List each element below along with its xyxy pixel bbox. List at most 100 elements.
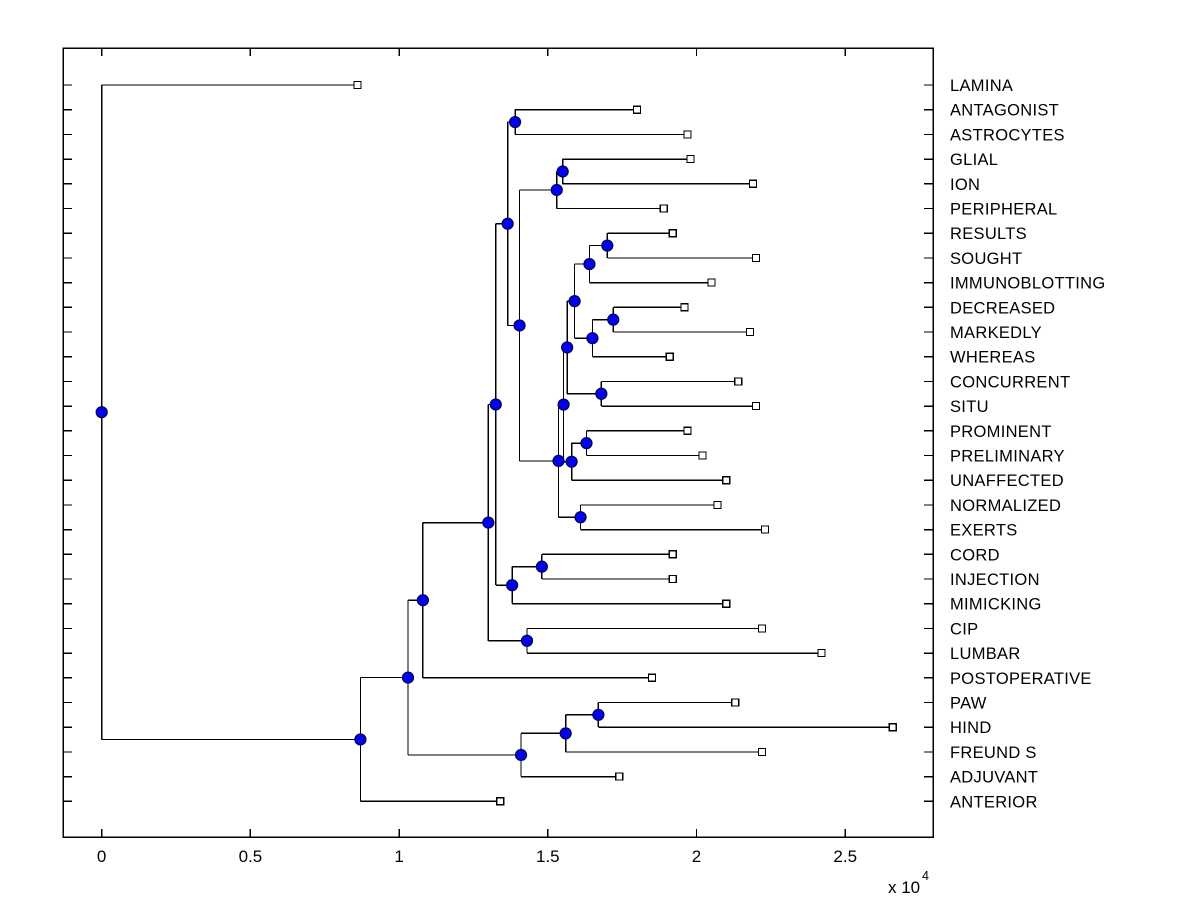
leaf-marker-glial[interactable]: [686, 155, 695, 164]
leaf-marker-lamina[interactable]: [353, 80, 362, 90]
x-tick-label-1: 1: [394, 847, 403, 866]
node-marker-cip-lumbar[interactable]: [520, 634, 534, 647]
leaf-label-decreased: DECREASED: [950, 299, 1055, 317]
leaf-marker-paw[interactable]: [731, 698, 740, 707]
node-marker-cord-mimicking[interactable]: [506, 579, 519, 592]
x-tick-label-2: 2: [692, 847, 701, 866]
node-marker-decreased-whereas[interactable]: [586, 332, 599, 345]
node-marker-paw-adjuvant[interactable]: [514, 748, 528, 762]
leaf-marker-injection[interactable]: [668, 574, 677, 584]
node-marker-antagonist-exerts[interactable]: [501, 217, 514, 230]
node-marker-paw-hind[interactable]: [592, 708, 605, 721]
leaf-marker-peripheral[interactable]: [659, 204, 668, 213]
leaf-marker-cip[interactable]: [757, 624, 767, 633]
node-marker-prominent-preliminary[interactable]: [580, 437, 593, 450]
leaf-label-exerts: EXERTS: [950, 522, 1018, 540]
leaf-label-markedly: MARKEDLY: [950, 324, 1042, 342]
leaf-marker-freund-s[interactable]: [757, 747, 767, 757]
leaf-marker-immunoblotting[interactable]: [707, 278, 716, 287]
leaf-marker-lumbar[interactable]: [817, 648, 826, 658]
leaf-marker-results[interactable]: [668, 229, 677, 238]
leaf-marker-exerts[interactable]: [760, 525, 770, 534]
leaf-marker-cord[interactable]: [668, 550, 677, 559]
node-marker-normalized-exerts[interactable]: [574, 511, 587, 524]
leaf-label-concurrent: CONCURRENT: [950, 373, 1070, 391]
axes-box: [62, 47, 934, 838]
leaf-label-freund-s: FREUND S: [950, 744, 1037, 762]
leaf-label-mimicking: MIMICKING: [950, 596, 1042, 614]
leaf-label-adjuvant: ADJUVANT: [950, 769, 1038, 787]
node-marker-glial-peripheral[interactable]: [550, 183, 563, 197]
node-marker-antagonist-astrocytes[interactable]: [509, 115, 522, 129]
node-marker-antagonist-anterior[interactable]: [354, 733, 367, 746]
leaf-marker-whereas[interactable]: [665, 352, 674, 361]
leaf-label-ion: ION: [950, 176, 980, 194]
leaf-label-results: RESULTS: [950, 225, 1027, 243]
x-tick-label-1-5: 1.5: [536, 847, 560, 866]
leaf-label-anterior: ANTERIOR: [950, 793, 1038, 811]
leaf-label-astrocytes: ASTROCYTES: [950, 126, 1065, 144]
leaf-marker-decreased[interactable]: [680, 303, 689, 312]
node-marker-results-immunoblotting[interactable]: [583, 257, 596, 271]
node-marker-antagonist-mimicking[interactable]: [489, 398, 502, 411]
leaf-marker-hind[interactable]: [888, 723, 897, 732]
leaf-marker-astrocytes[interactable]: [683, 130, 692, 139]
node-marker-decreased-markedly[interactable]: [607, 313, 620, 326]
node-marker-antagonist-adjuvant[interactable]: [401, 671, 415, 684]
node-marker-paw-freunds[interactable]: [559, 727, 572, 740]
leaf-marker-adjuvant[interactable]: [615, 772, 624, 781]
leaf-label-cord: CORD: [950, 546, 1000, 564]
x-tick-label-0: 0: [97, 847, 106, 866]
leaf-label-antagonist: ANTAGONIST: [950, 102, 1059, 120]
leaf-label-postoperative: POSTOPERATIVE: [950, 670, 1092, 688]
leaf-marker-situ[interactable]: [751, 402, 761, 411]
leaf-marker-sought[interactable]: [751, 253, 761, 262]
leaf-label-lumbar: LUMBAR: [950, 645, 1021, 663]
x-tick-label-0-5: 0.5: [239, 847, 263, 866]
leaf-marker-postoperative[interactable]: [647, 673, 657, 682]
leaf-marker-concurrent[interactable]: [734, 377, 743, 386]
leaf-marker-mimicking[interactable]: [722, 599, 731, 608]
leaf-label-preliminary: PRELIMINARY: [950, 448, 1065, 466]
leaf-marker-anterior[interactable]: [496, 797, 505, 806]
leaf-marker-antagonist[interactable]: [632, 105, 642, 114]
leaf-marker-unaffected[interactable]: [722, 476, 731, 485]
leaf-marker-markedly[interactable]: [745, 327, 755, 337]
leaf-label-paw: PAW: [950, 695, 987, 713]
leaf-label-peripheral: PERIPHERAL: [950, 201, 1058, 219]
node-marker-results-whereas[interactable]: [568, 295, 581, 308]
leaf-label-glial: GLIAL: [950, 151, 998, 169]
x-axis-scale-label: x 10: [888, 878, 920, 897]
node-marker-antagonist-lumbar[interactable]: [482, 516, 495, 529]
node-marker-results-situ[interactable]: [561, 341, 574, 354]
node-marker-antagonist-postoperative[interactable]: [416, 594, 429, 607]
leaf-marker-preliminary[interactable]: [698, 451, 707, 460]
leaf-label-cip: CIP: [950, 620, 978, 638]
leaf-label-injection: INJECTION: [950, 571, 1040, 589]
leaf-label-unaffected: UNAFFECTED: [950, 472, 1064, 490]
leaf-label-sought: SOUGHT: [950, 250, 1022, 268]
leaf-marker-normalized[interactable]: [713, 500, 722, 509]
leaf-label-prominent: PROMINENT: [950, 423, 1052, 441]
node-marker-concurrent-situ[interactable]: [595, 387, 608, 400]
leaf-label-normalized: NORMALIZED: [950, 497, 1061, 515]
node-marker-glial-exerts[interactable]: [513, 319, 526, 332]
node-marker-results-unaffected[interactable]: [557, 398, 570, 411]
node-marker-results-sought[interactable]: [601, 239, 614, 252]
node-marker-prominent-unaffected[interactable]: [565, 455, 578, 468]
leaf-marker-ion[interactable]: [748, 179, 758, 188]
leaf-label-situ: SITU: [950, 398, 989, 416]
node-marker-root[interactable]: [95, 406, 108, 419]
leaf-marker-prominent[interactable]: [683, 426, 692, 435]
leaf-label-whereas: WHEREAS: [950, 349, 1036, 367]
node-marker-cord-injection[interactable]: [535, 560, 548, 573]
x-axis-scale-exponent: 4: [922, 869, 929, 883]
leaf-label-lamina: LAMINA: [950, 77, 1013, 95]
node-marker-glial-ion[interactable]: [556, 165, 569, 178]
leaf-label-immunoblotting: IMMUNOBLOTTING: [950, 275, 1105, 293]
node-marker-results-exerts[interactable]: [552, 454, 565, 468]
leaf-label-hind: HIND: [950, 719, 992, 737]
